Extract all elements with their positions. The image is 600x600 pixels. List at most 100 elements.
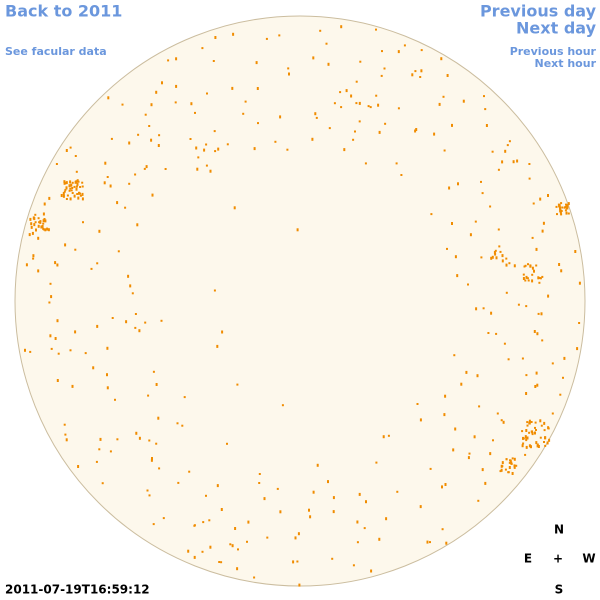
previous-day-link[interactable]: Previous day [480,2,597,21]
facula-dot [218,561,221,563]
facula-dot [244,100,247,103]
facula-dot [135,431,138,435]
facula-dot [416,403,419,405]
compass-south: S [555,583,564,597]
facula-dot [340,25,343,29]
facula-dot [500,419,503,422]
facula-dot [99,437,102,441]
facula-dot [214,150,217,153]
facula-dot [56,263,59,267]
facula-dot [78,191,80,195]
facula-dot [258,482,261,484]
facula-dot [419,505,422,509]
facula-dot [506,144,509,147]
facula-dot [574,250,577,253]
facula-dot [134,173,137,176]
facula-dot [246,540,248,543]
facula-dot [529,264,532,268]
facula-dot [384,122,387,125]
facula-dot [457,182,459,186]
facula-dot [42,228,45,231]
facula-dot [442,95,445,98]
facula-dot [203,148,206,152]
facula-dot [209,545,212,549]
facula-dot [565,207,568,210]
facula-dot [539,197,542,201]
facula-dot [524,264,527,267]
facula-dot [522,436,524,440]
facula-dot [536,383,539,387]
facula-dot [129,284,132,288]
facula-dot [42,219,45,223]
next-hour-link[interactable]: Next hour [535,57,597,70]
facula-dot [75,187,78,191]
facula-dot [487,332,490,334]
facula-dot [481,192,484,195]
facula-dot [526,424,529,427]
facula-dot [513,457,516,461]
facula-dot [205,143,208,146]
facula-dot [208,519,211,522]
facula-dot [513,264,516,268]
facula-dot [150,138,153,142]
facula-dot [420,49,423,52]
facula-dot [297,532,300,536]
facula-dot [98,229,101,233]
facula-dot [462,99,465,103]
facula-dot [65,438,68,442]
facula-dot [137,133,140,136]
facula-dot [54,261,57,265]
facula-dot [205,164,208,167]
facula-dot [25,263,28,267]
facula-dot [521,444,524,448]
facula-dot [522,273,525,276]
facula-dot [213,289,216,292]
facula-dot [325,42,328,45]
facula-dot [551,412,554,415]
previous-hour-link[interactable]: Previous hour [510,45,597,58]
facula-dot [104,161,107,165]
facula-dot [48,196,51,200]
facula-dot [480,180,482,183]
facula-dot [157,416,160,420]
next-day-link[interactable]: Next day [516,19,597,38]
facula-dot [220,508,223,511]
facula-dot [534,426,536,429]
facula-dot [505,257,508,260]
facula-dot [499,250,502,253]
facula-dot [236,383,239,386]
facula-dot [127,274,130,278]
facula-dot [82,221,84,224]
facula-dot [526,277,529,280]
facula-dot [98,448,101,451]
facular-data-link[interactable]: See facular data [5,45,107,58]
facula-dot [497,228,500,231]
facula-dot [397,50,400,54]
facula-dot [147,394,150,397]
facula-dot [63,180,66,184]
facula-dot [263,497,266,501]
facula-dot [136,223,139,227]
facula-dot [90,267,93,270]
facula-dot [32,257,35,260]
facula-dot [378,537,381,541]
facula-dot [532,202,535,205]
back-link[interactable]: Back to 2011 [5,2,122,21]
facula-dot [56,379,59,382]
facula-dot [510,461,513,465]
facula-dot [528,421,531,425]
facula-dot [144,321,147,324]
facula-dot [316,463,319,467]
facula-dot [73,185,76,188]
facula-dot [445,541,448,545]
facula-dot [515,464,518,467]
facula-dot [64,433,67,436]
facula-dot [483,95,485,98]
facula-dot [309,515,312,519]
facula-dot [62,194,65,198]
facula-dot [513,464,516,468]
facula-dot [414,129,417,133]
facula-dot [96,262,99,265]
facula-dot [528,163,531,165]
facula-dot [65,186,68,190]
